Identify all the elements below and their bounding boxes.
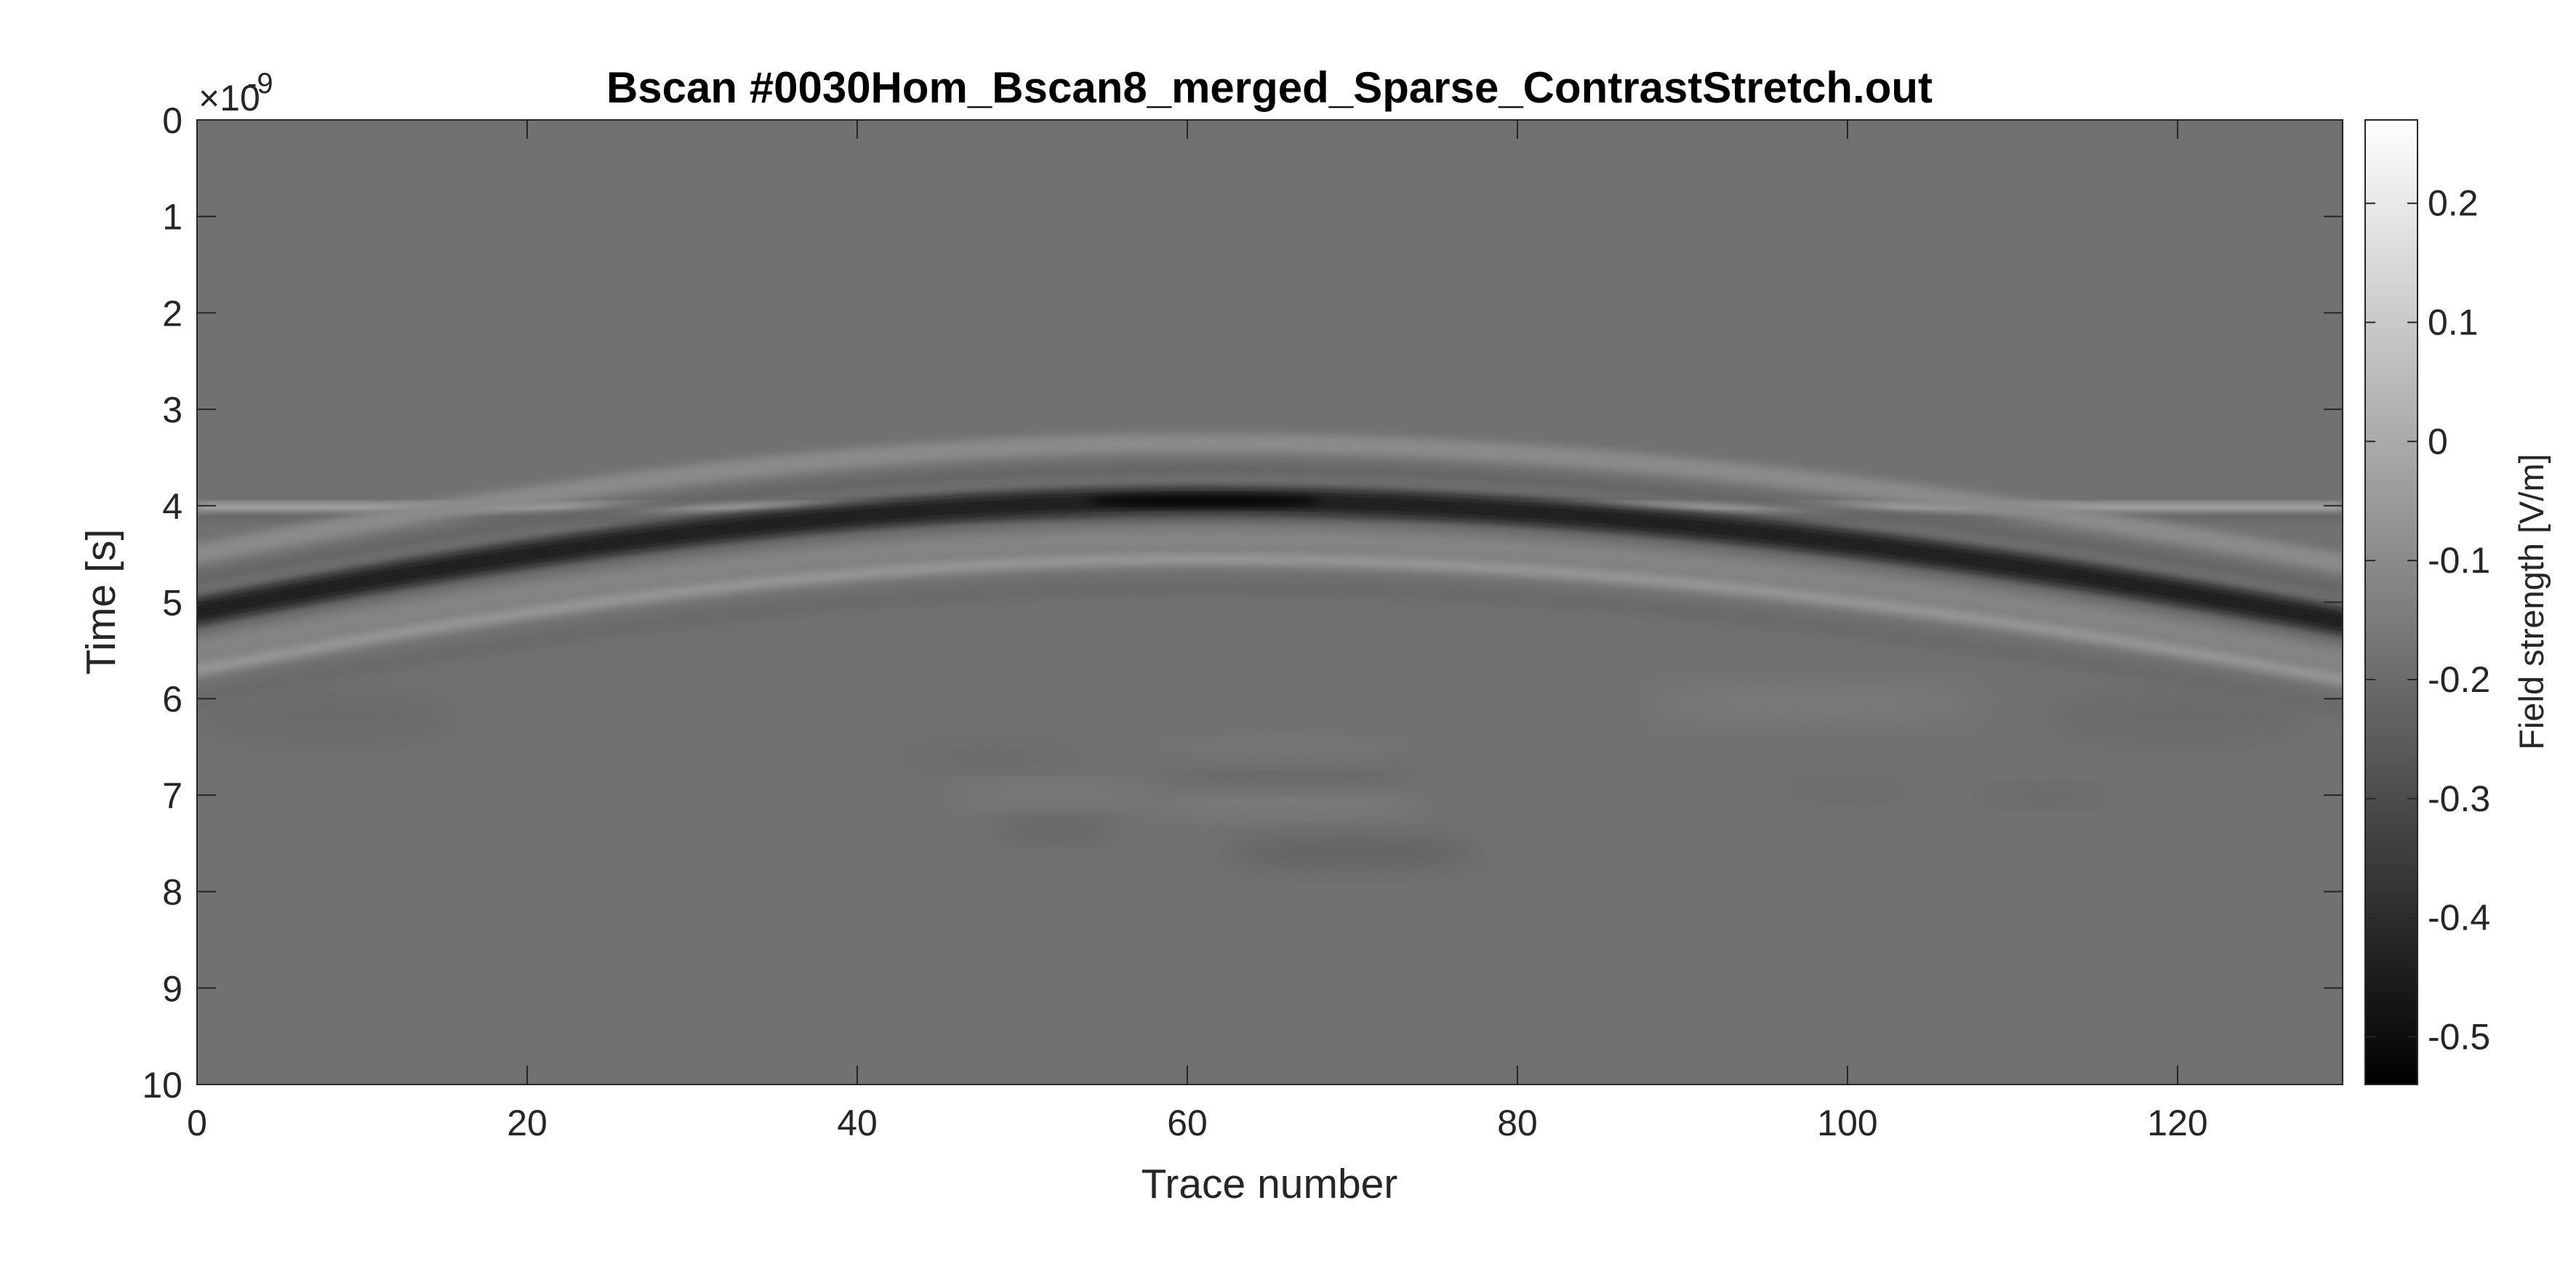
- texture-blob: [1781, 782, 1914, 798]
- hyperbola-reflection: [197, 433, 2343, 718]
- texture-blob: [890, 746, 1088, 767]
- x-tick-label: 100: [1817, 1103, 1877, 1143]
- hyperbola-upper-lobe: [197, 433, 2343, 573]
- texture-blob: [2045, 688, 2310, 747]
- x-tick-label: 60: [1167, 1103, 1208, 1143]
- direct-wave-shadow: [197, 513, 2343, 521]
- x-tick-label: 120: [2147, 1103, 2207, 1143]
- hyperbola-lower-dark-rim: [197, 578, 2343, 718]
- x-axis-label: Trace number: [1141, 1161, 1398, 1207]
- hyperbola-lower-lobe: [197, 528, 2343, 671]
- colorbar-tick-label: -0.3: [2428, 778, 2490, 819]
- x-axis-ticks: 0 20 40 60 80 100 120: [187, 120, 2208, 1143]
- texture-blob: [1154, 764, 1419, 788]
- y-axis-ticks: 0 1 2 3 4 5 6 7 8 9 10: [142, 100, 2343, 1106]
- y-exponent-power: -9: [247, 68, 273, 100]
- colorbar-ticks: 0.2 0.1 0 -0.1 -0.2 -0.3 -0.4 -0.5: [2365, 183, 2490, 1057]
- x-tick-label: 80: [1497, 1103, 1538, 1143]
- y-axis-exponent: ×10 -9: [198, 68, 273, 118]
- heatmap-plot: [197, 120, 2343, 1084]
- heatmap-texture-blobs: [197, 688, 2310, 869]
- colorbar: 0.2 0.1 0 -0.1 -0.2 -0.3 -0.4 -0.5 Field streng…: [2364, 119, 2551, 1085]
- colorbar-label: Field strength [V/m]: [2512, 454, 2551, 750]
- colorbar-tick-label: 0: [2428, 421, 2448, 462]
- x-tick-label: 20: [507, 1103, 547, 1143]
- y-tick-label: 8: [162, 872, 182, 913]
- texture-blob: [197, 688, 462, 747]
- y-tick-label: 6: [162, 679, 182, 720]
- colorbar-tick-label: 0.1: [2428, 302, 2479, 343]
- colorbar-tick-label: 0.2: [2428, 183, 2479, 224]
- colorbar-tick-label: -0.4: [2428, 898, 2490, 938]
- hyperbola-upper-dark-rim: [197, 463, 2343, 596]
- texture-blob: [956, 785, 1155, 805]
- y-tick-label: 9: [162, 968, 182, 1009]
- x-tick-label: 40: [837, 1103, 878, 1143]
- colorbar-tick-label: -0.5: [2428, 1016, 2490, 1057]
- texture-blob: [1649, 688, 1980, 720]
- y-tick-label: 4: [162, 486, 182, 527]
- y-tick-label: 7: [162, 776, 182, 816]
- y-tick-label: 0: [162, 100, 182, 141]
- y-tick-label: 10: [142, 1065, 182, 1106]
- y-exponent-base: ×10: [198, 78, 260, 118]
- hyperbola-lower-lobe-bright: [197, 552, 2343, 687]
- y-tick-label: 5: [162, 583, 182, 624]
- texture-blob: [1154, 786, 1419, 814]
- colorbar-tick-label: -0.2: [2428, 659, 2490, 700]
- y-tick-label: 3: [162, 390, 182, 430]
- hyperbola-apex: [1086, 496, 1323, 507]
- y-tick-label: 2: [162, 293, 182, 334]
- texture-blob: [1171, 741, 1403, 762]
- x-tick-label: 0: [187, 1103, 207, 1143]
- texture-blob: [1979, 787, 2112, 803]
- texture-blob: [989, 819, 1122, 839]
- colorbar-gradient: [2364, 119, 2418, 1085]
- y-tick-label: 1: [162, 197, 182, 238]
- texture-blob: [1220, 837, 1485, 869]
- y-axis-label: Time [s]: [78, 529, 124, 675]
- chart-title: Bscan #0030Hom_Bscan8_merged_Sparse_Cont…: [606, 63, 1933, 112]
- colorbar-tick-label: -0.1: [2428, 540, 2490, 581]
